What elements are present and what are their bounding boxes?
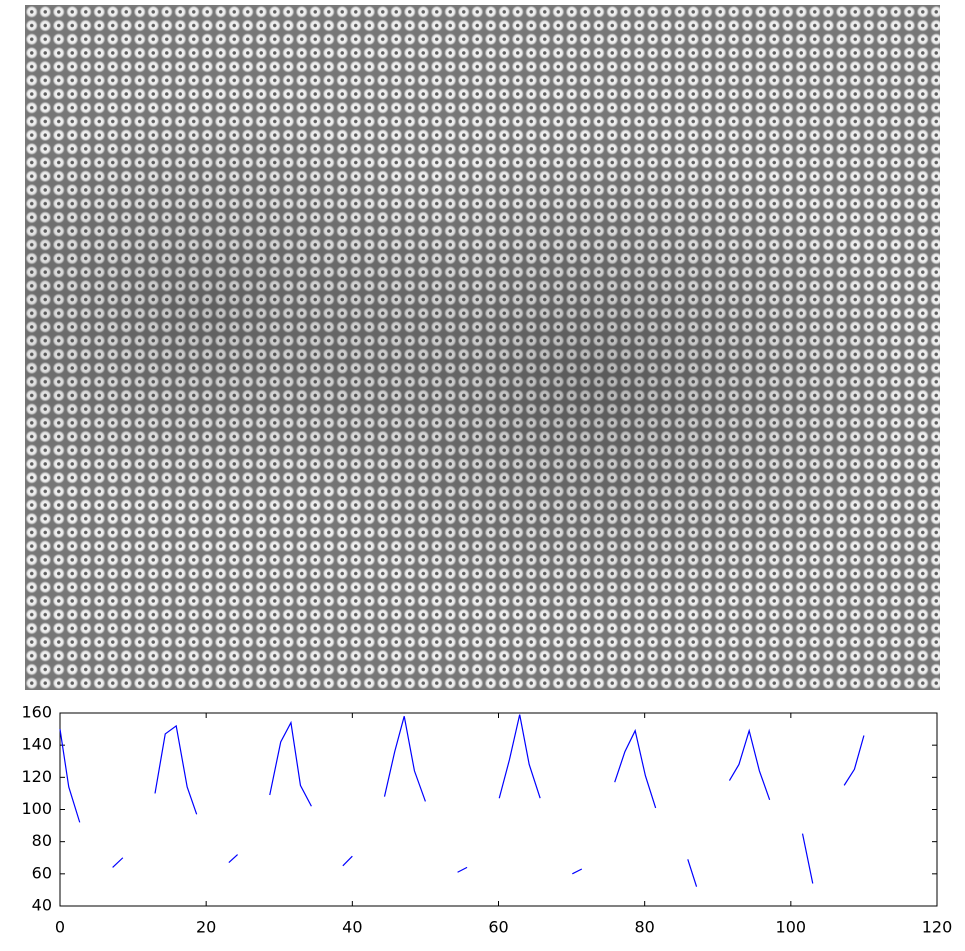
x-tick-label: 20 <box>196 918 216 937</box>
y-tick-label: 140 <box>21 735 52 754</box>
axes-frame <box>59 712 938 907</box>
y-tick-label: 80 <box>32 831 52 850</box>
micrograph <box>25 5 940 690</box>
x-tick-label: 100 <box>776 918 807 937</box>
shading <box>25 5 940 690</box>
y-tick-label: 100 <box>21 799 52 818</box>
x-tick-label: 40 <box>342 918 362 937</box>
y-tick-label: 40 <box>32 896 52 915</box>
x-tick-label: 0 <box>55 918 65 937</box>
y-tick-label: 120 <box>21 767 52 786</box>
series-line <box>59 714 865 887</box>
y-tick-label: 60 <box>32 863 52 882</box>
x-tick-label: 120 <box>922 918 953 937</box>
x-tick-label: 60 <box>488 918 508 937</box>
y-tick-label: 160 <box>21 703 52 722</box>
line-chart: 0 20 40 60 80 100 120 40 60 80 100 120 140 160 <box>21 703 952 937</box>
x-tick-label: 80 <box>634 918 654 937</box>
